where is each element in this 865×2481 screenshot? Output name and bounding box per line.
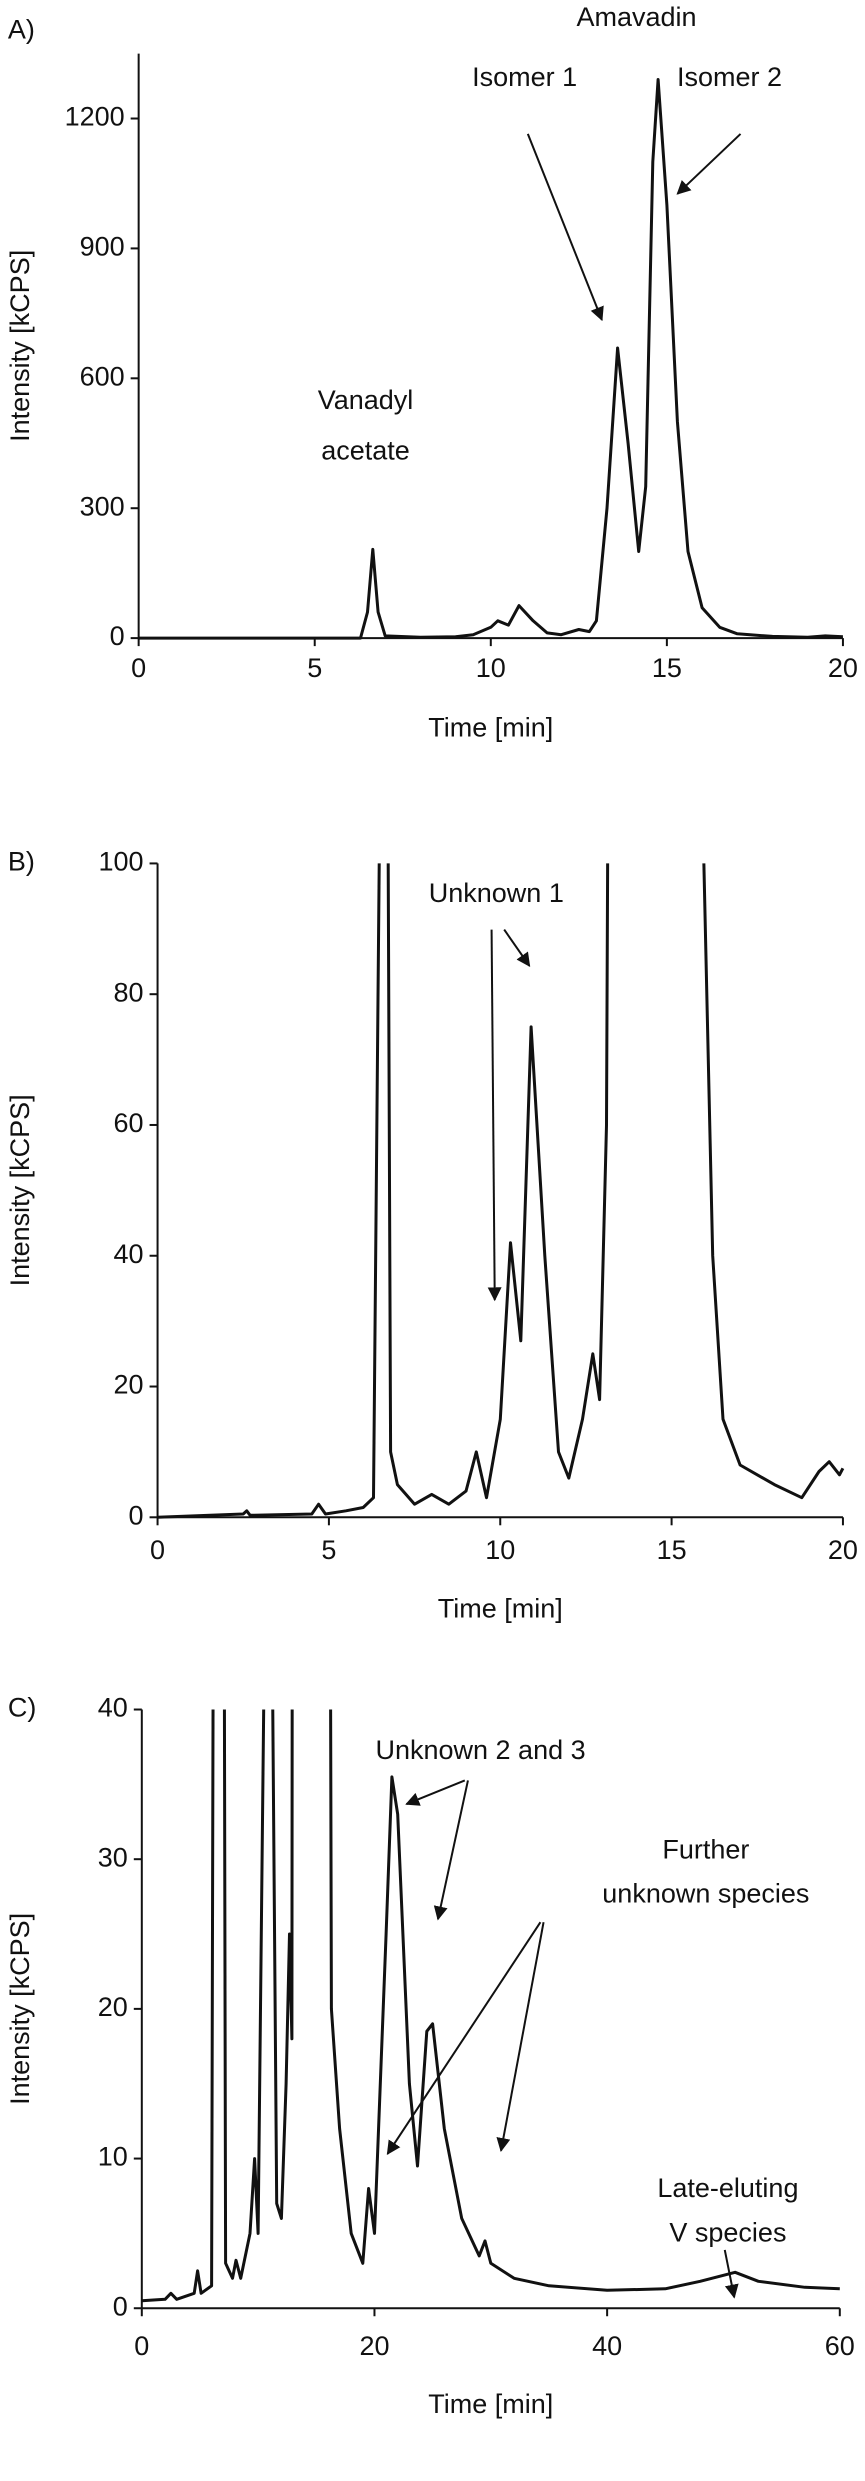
x-tick-label: 10	[485, 1535, 515, 1565]
y-axis-title: Intensity [kCPS]	[5, 1094, 35, 1286]
x-tick-label: 20	[359, 2331, 389, 2361]
arrow	[723, 2249, 739, 2299]
x-tick-label: 10	[476, 653, 506, 683]
annotation: Vanadyl	[318, 385, 414, 415]
data-line	[141, 1709, 840, 2303]
annotation: Late-eluting	[657, 2173, 798, 2203]
x-axis-title: Time [min]	[438, 1593, 563, 1623]
y-tick-label: 40	[98, 1693, 128, 1723]
arrow	[503, 929, 531, 967]
annotation: Unknown 1	[429, 878, 564, 908]
annotation: Isomer 2	[677, 62, 782, 92]
annotation: Further	[662, 1834, 749, 1864]
arrow	[496, 1922, 545, 2153]
y-tick-label: 40	[114, 1239, 144, 1269]
x-tick-label: 40	[592, 2331, 622, 2361]
x-tick-label: 20	[828, 653, 858, 683]
y-tick-label: 20	[98, 1992, 128, 2022]
y-axis-title: Intensity [kCPS]	[5, 250, 35, 442]
data-line	[157, 863, 845, 1519]
annotation: V species	[669, 2217, 786, 2247]
annotation: Isomer 1	[472, 62, 577, 92]
annotation: unknown species	[602, 1879, 809, 1909]
y-tick-label: 0	[129, 1500, 144, 1530]
y-tick-label: 80	[114, 977, 144, 1007]
y-tick-label: 0	[110, 621, 125, 651]
y-axis-title: Intensity [kCPS]	[5, 1913, 35, 2105]
y-tick-label: 1200	[65, 102, 125, 132]
x-tick-label: 5	[307, 653, 322, 683]
y-tick-label: 30	[98, 1842, 128, 1872]
annotation: acetate	[321, 435, 410, 465]
arrow	[676, 133, 742, 195]
y-tick-label: 100	[98, 847, 143, 877]
panel-label: A)	[8, 15, 35, 45]
arrow	[526, 133, 604, 322]
y-tick-label: 600	[80, 361, 125, 391]
y-tick-label: 20	[114, 1370, 144, 1400]
y-tick-label: 900	[80, 232, 125, 262]
annotation: Unknown 2 and 3	[375, 1735, 585, 1765]
y-tick-label: 60	[114, 1108, 144, 1138]
y-tick-label: 0	[113, 2291, 128, 2321]
panel-label: B)	[8, 847, 35, 877]
annotation: Amavadin	[577, 2, 697, 32]
x-tick-label: 0	[150, 1535, 165, 1565]
panel-label: C)	[8, 1693, 37, 1723]
x-tick-label: 0	[134, 2331, 149, 2361]
arrow	[433, 1780, 469, 1921]
x-tick-label: 0	[131, 653, 146, 683]
x-tick-label: 20	[828, 1535, 858, 1565]
x-tick-label: 15	[652, 653, 682, 683]
arrow	[405, 1779, 466, 1806]
x-axis-title: Time [min]	[428, 713, 553, 743]
arrow	[487, 929, 502, 1302]
y-tick-label: 10	[98, 2142, 128, 2172]
x-axis-title: Time [min]	[428, 2389, 553, 2419]
x-tick-label: 5	[321, 1535, 336, 1565]
x-tick-label: 15	[657, 1535, 687, 1565]
data-line	[138, 78, 843, 640]
arrow	[386, 1921, 542, 2156]
x-tick-label: 60	[825, 2331, 855, 2361]
y-tick-label: 300	[80, 491, 125, 521]
